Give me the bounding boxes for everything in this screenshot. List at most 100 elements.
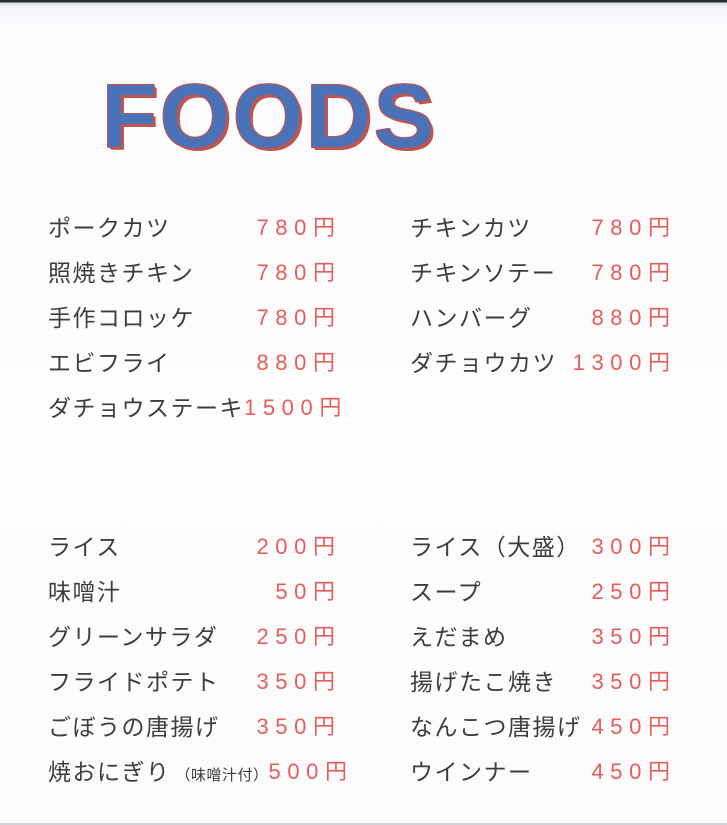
price-digits: 350	[591, 668, 648, 694]
price-digits: 780	[256, 304, 313, 330]
item-price: 350円	[591, 619, 670, 651]
price-unit: 円	[647, 758, 670, 784]
item-name: ウインナー	[410, 753, 533, 787]
price-unit: 円	[647, 304, 670, 330]
price-unit: 円	[312, 533, 335, 559]
menu-item-row: エビフライ 880円	[48, 338, 335, 383]
item-name: ダチョウステーキ	[48, 389, 244, 423]
item-price: 1500円	[244, 390, 341, 422]
scan-edge-bottom	[0, 823, 727, 825]
item-name-text: チキンソテー	[410, 259, 557, 286]
price-digits: 350	[256, 668, 313, 694]
price-digits: 780	[256, 259, 313, 285]
item-name: グリーンサラダ	[48, 618, 218, 652]
item-name-text: 焼おにぎり	[48, 758, 171, 785]
item-price: 780円	[256, 210, 335, 242]
item-price: 450円	[591, 709, 670, 741]
menu-item-row: 手作コロッケ 780円	[48, 293, 335, 338]
item-name: えだまめ	[410, 618, 508, 652]
item-name-text: ダチョウステーキ	[48, 394, 244, 421]
price-digits: 1500	[244, 394, 320, 420]
item-price: 500円	[269, 754, 348, 786]
mains-column-right: チキンカツ 780円 チキンソテー 780円 ハンバーグ 880円 ダチョウカツ 1300円	[410, 203, 670, 428]
item-name: 揚げたこ焼き	[410, 663, 557, 697]
item-name: 手作コロッケ	[48, 299, 195, 333]
item-name-text: ウインナー	[410, 758, 533, 785]
item-price: 350円	[591, 664, 670, 696]
item-price: 450円	[591, 754, 670, 786]
item-name-text: エビフライ	[48, 349, 171, 376]
item-name-text: 照焼きチキン	[48, 259, 195, 286]
menu-item-row: 味噌汁 50円	[48, 567, 335, 612]
price-unit: 円	[312, 214, 335, 240]
item-note: （味噌汁付）	[175, 766, 269, 784]
price-digits: 780	[591, 214, 648, 240]
price-digits: 450	[591, 713, 648, 739]
page-title: FOODS	[102, 67, 438, 167]
price-unit: 円	[647, 668, 670, 694]
price-unit: 円	[312, 623, 335, 649]
price-digits: 50	[275, 578, 313, 604]
price-unit: 円	[312, 304, 335, 330]
item-price: 880円	[591, 300, 670, 332]
item-name-text: なんこつ唐揚げ	[410, 713, 582, 740]
menu-item-row: フライドポテト 350円	[48, 657, 335, 702]
price-digits: 350	[591, 623, 648, 649]
price-digits: 350	[256, 713, 313, 739]
item-name: 焼おにぎり （味噌汁付）	[48, 753, 269, 787]
menu-item-row: ハンバーグ 880円	[410, 293, 670, 338]
item-price: 350円	[256, 709, 335, 741]
item-name: チキンカツ	[410, 209, 532, 243]
item-name-text: ダチョウカツ	[410, 349, 557, 376]
price-unit: 円	[647, 259, 670, 285]
menu-item-row: ポークカツ 780円	[48, 203, 335, 248]
item-name: なんこつ唐揚げ	[410, 708, 582, 742]
menu-item-row: えだまめ 350円	[410, 612, 670, 657]
price-digits: 500	[268, 758, 326, 784]
item-name-text: ごぼうの唐揚げ	[48, 713, 220, 740]
item-price: 200円	[256, 529, 335, 561]
item-price: 300円	[591, 529, 670, 561]
menu-item-row: ウインナー 450円	[410, 747, 670, 792]
item-name: ライス	[48, 528, 121, 562]
price-unit: 円	[312, 349, 335, 375]
item-name-text: ライス（大盛）	[410, 533, 581, 560]
item-name-text: フライドポテト	[48, 668, 220, 695]
menu-item-row: なんこつ唐揚げ 450円	[410, 702, 670, 747]
item-name-text: スープ	[410, 578, 483, 605]
item-name-text: グリーンサラダ	[48, 623, 219, 650]
menu-item-row: スープ 250円	[410, 567, 670, 612]
mains-column-left: ポークカツ 780円 照焼きチキン 780円 手作コロッケ 780円 エビフライ 880円 ダチ…	[48, 203, 341, 428]
price-unit: 円	[647, 713, 670, 739]
item-name: スープ	[410, 573, 482, 607]
item-price: 1300円	[573, 345, 670, 377]
price-unit: 円	[319, 394, 342, 420]
menu-section-sides: ライス 200円 味噌汁 50円 グリーンサラダ 250円 フライドポテト 350円 ごぼうの唐…	[48, 522, 670, 792]
price-unit: 円	[647, 349, 670, 375]
item-name: ごぼうの唐揚げ	[48, 708, 220, 742]
price-unit: 円	[312, 713, 335, 739]
item-name-text: 手作コロッケ	[48, 304, 195, 331]
price-digits: 250	[591, 578, 648, 604]
sides-column-right: ライス（大盛） 300円 スープ 250円 えだまめ 350円 揚げたこ焼き 350円 なんこつ…	[410, 522, 670, 792]
menu-section-mains: ポークカツ 780円 照焼きチキン 780円 手作コロッケ 780円 エビフライ 880円 ダチ…	[48, 203, 670, 428]
price-unit: 円	[647, 623, 670, 649]
price-unit: 円	[647, 214, 670, 240]
price-digits: 880	[256, 349, 313, 375]
price-digits: 300	[591, 533, 648, 559]
item-name-text: ライス	[48, 533, 121, 560]
price-unit: 円	[647, 578, 670, 604]
menu-item-row: 揚げたこ焼き 350円	[410, 657, 670, 702]
item-price: 50円	[275, 574, 335, 606]
price-unit: 円	[312, 259, 335, 285]
item-name: ポークカツ	[48, 209, 171, 243]
item-name-text: ハンバーグ	[410, 304, 533, 331]
menu-item-row: ごぼうの唐揚げ 350円	[48, 702, 335, 747]
price-digits: 880	[591, 304, 648, 330]
item-price: 880円	[256, 345, 335, 377]
item-name: ハンバーグ	[410, 299, 533, 333]
item-name-text: チキンカツ	[410, 214, 532, 241]
price-unit: 円	[325, 758, 348, 784]
item-name: エビフライ	[48, 344, 171, 378]
item-name-text: ポークカツ	[48, 214, 171, 241]
